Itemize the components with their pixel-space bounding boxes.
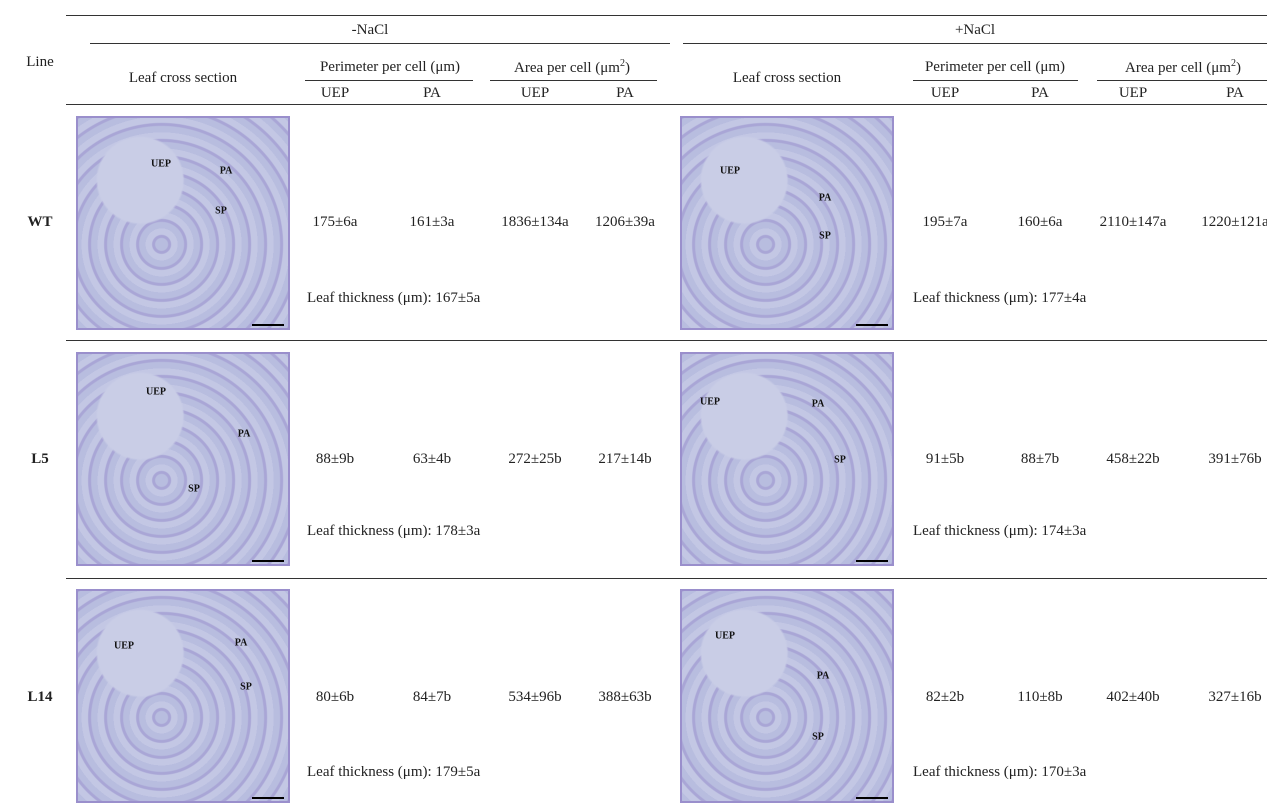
leaf-thickness: Leaf thickness (μm): 170±3a [913,763,1086,781]
leaf-micrograph: UEP PA SP [76,589,290,803]
rule [305,80,473,81]
image-label: PA [817,671,830,682]
leaf-header: Leaf cross section [733,69,841,87]
image-label: SP [812,732,824,743]
sub-header: PA [423,84,441,102]
cell-value: 391±76b [1208,450,1261,468]
cell-value: 534±96b [508,688,561,706]
cell-value: 91±5b [926,450,964,468]
area-header: Area per cell (μm2) [514,55,630,77]
image-label: PA [235,638,248,649]
perimeter-header: Perimeter per cell (μm) [320,58,460,76]
cell-value: 2110±147a [1100,213,1167,231]
cell-value: 458±22b [1106,450,1159,468]
area-close: ) [625,60,630,76]
rule [66,15,1267,16]
table-page: Line -NaCl Leaf cross section Perimeter per… [0,0,1267,810]
image-label: SP [215,206,227,217]
leaf-micrograph: UEP PA SP [76,116,290,330]
rule [66,340,1267,341]
group-title: +NaCl [955,21,995,39]
leaf-thickness: Leaf thickness (μm): 167±5a [307,289,480,307]
rule [66,578,1267,579]
sub-header: PA [1226,84,1244,102]
cell-value: 88±7b [1021,450,1059,468]
cell-value: 84±7b [413,688,451,706]
image-label: UEP [700,397,720,408]
perimeter-header: Perimeter per cell (μm) [925,58,1065,76]
leaf-thickness: Leaf thickness (μm): 179±5a [307,763,480,781]
rule [90,43,670,44]
image-label: UEP [114,641,134,652]
scale-bar [856,324,888,326]
cell-value: 110±8b [1017,688,1062,706]
image-label: SP [240,682,252,693]
sub-header: PA [616,84,634,102]
rule [913,80,1078,81]
cell-value: 402±40b [1106,688,1159,706]
group-title: -NaCl [352,21,389,39]
sub-header: UEP [1119,84,1147,102]
cell-value: 161±3a [410,213,455,231]
rule [66,104,1267,105]
leaf-thickness: Leaf thickness (μm): 177±4a [913,289,1086,307]
image-label: PA [819,193,832,204]
rule [1097,80,1267,81]
cell-value: 388±63b [598,688,651,706]
area-close: ) [1236,60,1241,76]
image-label: UEP [715,631,735,642]
scale-bar [252,797,284,799]
image-label: UEP [146,387,166,398]
image-label: SP [834,455,846,466]
cell-value: 88±9b [316,450,354,468]
leaf-micrograph: UEP PA SP [680,116,894,330]
sub-header: UEP [521,84,549,102]
scale-bar [252,560,284,562]
leaf-thickness: Leaf thickness (μm): 178±3a [307,522,480,540]
image-label: PA [220,166,233,177]
sub-header: PA [1031,84,1049,102]
cell-value: 80±6b [316,688,354,706]
cell-value: 1206±39a [595,213,655,231]
leaf-micrograph: UEP PA SP [680,352,894,566]
cell-value: 1220±121a [1201,213,1267,231]
leaf-micrograph: UEP PA SP [76,352,290,566]
cell-value: 1836±134a [501,213,568,231]
image-label: PA [812,399,825,410]
image-label: SP [819,231,831,242]
scale-bar [856,797,888,799]
rule [490,80,657,81]
cell-value: 327±16b [1208,688,1261,706]
rule [683,43,1267,44]
row-line: L5 [31,450,49,468]
area-header: Area per cell (μm2) [1125,55,1241,77]
image-label: UEP [720,166,740,177]
area-text: Area per cell (μm [514,60,620,76]
leaf-thickness: Leaf thickness (μm): 174±3a [913,522,1086,540]
cell-value: 195±7a [923,213,968,231]
scale-bar [856,560,888,562]
area-text: Area per cell (μm [1125,60,1231,76]
image-label: UEP [151,159,171,170]
image-label: SP [188,484,200,495]
leaf-header: Leaf cross section [129,69,237,87]
leaf-micrograph: UEP PA SP [680,589,894,803]
cell-value: 175±6a [313,213,358,231]
cell-value: 63±4b [413,450,451,468]
row-line: L14 [27,688,52,706]
line-header: Line [26,53,54,71]
sub-header: UEP [931,84,959,102]
cell-value: 82±2b [926,688,964,706]
row-line: WT [27,213,52,231]
sub-header: UEP [321,84,349,102]
cell-value: 217±14b [598,450,651,468]
cell-value: 160±6a [1018,213,1063,231]
cell-value: 272±25b [508,450,561,468]
scale-bar [252,324,284,326]
image-label: PA [238,429,251,440]
